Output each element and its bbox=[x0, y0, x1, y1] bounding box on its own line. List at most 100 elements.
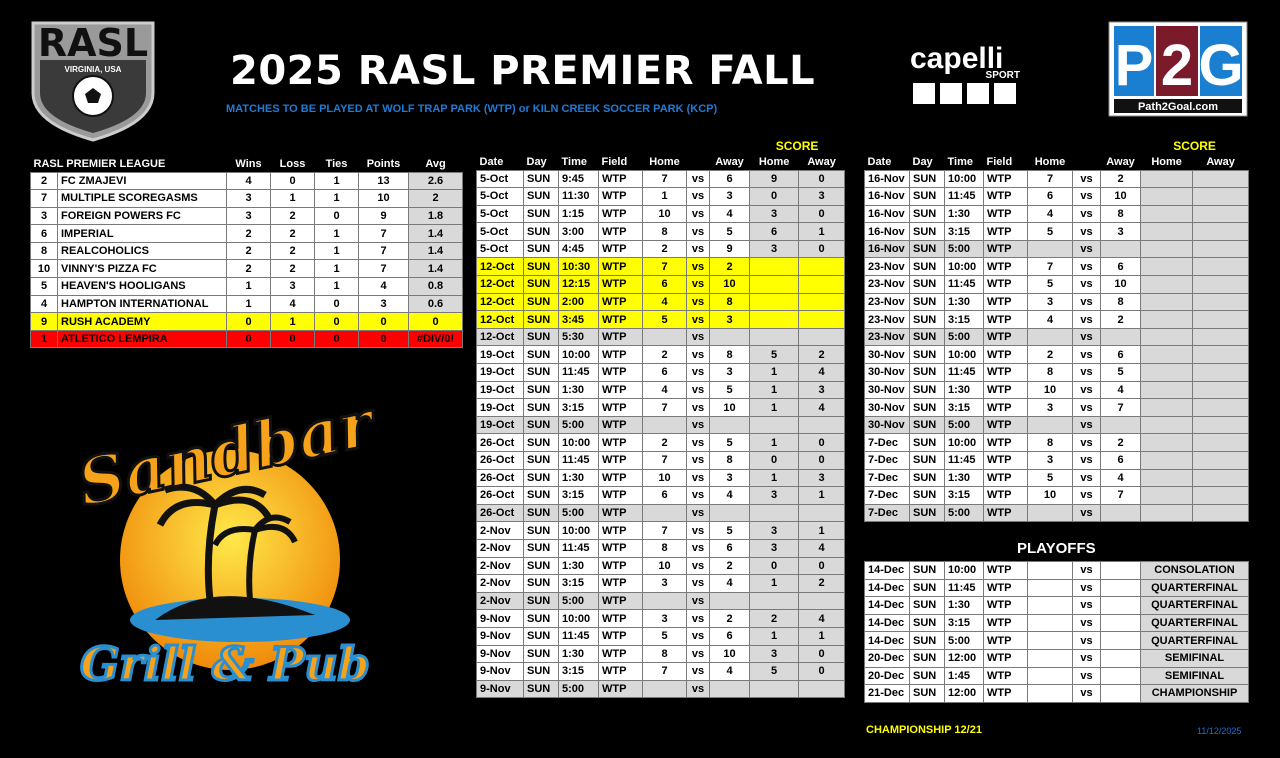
match-home: 10 bbox=[642, 556, 687, 576]
col-avg: Avg bbox=[425, 157, 446, 170]
match-field: WTP bbox=[983, 275, 1028, 294]
match-score-away bbox=[1192, 187, 1250, 206]
match-away bbox=[708, 679, 751, 699]
match-day: SUN bbox=[909, 468, 945, 488]
match-time: 10:00 bbox=[944, 257, 984, 277]
match-score-away: 3 bbox=[798, 468, 846, 488]
match-field: WTP bbox=[983, 380, 1028, 400]
match-row: 19-Oct SUN 1:30 WTP 4 vs 5 1 3 bbox=[476, 380, 846, 400]
match-home: 5 bbox=[1027, 468, 1073, 488]
match-away: 3 bbox=[1099, 222, 1142, 241]
playoff-away bbox=[1100, 666, 1141, 686]
match-row: 30-Nov SUN 11:45 WTP 8 vs 5 bbox=[864, 363, 1250, 382]
match-away: 3 bbox=[708, 468, 751, 488]
playoffs-table: 14-Dec SUN 10:00 WTP vs CONSOLATION 14-Dec SUN 1… bbox=[864, 561, 1249, 703]
match-field: WTP bbox=[983, 310, 1028, 329]
match-score-home bbox=[1140, 451, 1194, 470]
standings-loss: 1 bbox=[270, 312, 315, 331]
standings-rank: 6 bbox=[30, 224, 58, 243]
playoff-time: 12:00 bbox=[944, 684, 984, 703]
vs-label: vs bbox=[686, 574, 710, 593]
match-score-home bbox=[1140, 292, 1194, 312]
match-time: 1:30 bbox=[558, 556, 599, 576]
match-time: 2:00 bbox=[558, 292, 599, 312]
match-date: 5-Oct bbox=[476, 239, 524, 259]
match-date: 16-Nov bbox=[864, 187, 910, 206]
match-date: 30-Nov bbox=[864, 363, 910, 382]
match-day: SUN bbox=[523, 644, 559, 664]
playoff-field: WTP bbox=[983, 684, 1028, 703]
vs-label: vs bbox=[686, 380, 710, 400]
standings-row: 6 IMPERIAL 2 2 1 7 1.4 bbox=[30, 224, 463, 243]
match-score-home: 1 bbox=[749, 398, 800, 417]
match-field: WTP bbox=[598, 556, 643, 576]
match-field: WTP bbox=[598, 187, 643, 206]
match-field: WTP bbox=[598, 591, 643, 611]
col-score-away: Away bbox=[1206, 155, 1235, 168]
match-field: WTP bbox=[983, 503, 1028, 523]
match-score-away bbox=[798, 327, 846, 347]
match-row: 16-Nov SUN 3:15 WTP 5 vs 3 bbox=[864, 222, 1250, 241]
match-away: 2 bbox=[1099, 310, 1142, 329]
match-time: 3:45 bbox=[558, 310, 599, 329]
standings-ties: 0 bbox=[314, 312, 359, 331]
match-day: SUN bbox=[523, 345, 559, 365]
match-time: 5:00 bbox=[944, 327, 984, 347]
match-away: 6 bbox=[1099, 345, 1142, 365]
match-away: 8 bbox=[708, 345, 751, 365]
match-date: 26-Oct bbox=[476, 451, 524, 470]
match-field: WTP bbox=[598, 363, 643, 382]
standings-points: 0 bbox=[358, 312, 409, 331]
match-time: 1:30 bbox=[558, 468, 599, 488]
playoff-field: WTP bbox=[983, 666, 1028, 686]
standings-avg: 0.8 bbox=[408, 277, 463, 296]
p2g-logo: P 2 G Path2Goal.com bbox=[1108, 21, 1248, 117]
match-home: 6 bbox=[642, 486, 687, 505]
match-row: 9-Nov SUN 10:00 WTP 3 vs 2 2 4 bbox=[476, 609, 846, 628]
match-row: 5-Oct SUN 4:45 WTP 2 vs 9 3 0 bbox=[476, 239, 846, 259]
match-row: 2-Nov SUN 3:15 WTP 3 vs 4 1 2 bbox=[476, 574, 846, 593]
svg-text:P: P bbox=[1115, 33, 1154, 98]
standings-wins: 2 bbox=[226, 259, 271, 279]
match-row: 2-Nov SUN 1:30 WTP 10 vs 2 0 0 bbox=[476, 556, 846, 576]
match-field: WTP bbox=[598, 538, 643, 558]
match-score-home bbox=[1140, 327, 1194, 347]
match-score-home: 9 bbox=[749, 169, 800, 189]
col-date: Date bbox=[479, 155, 504, 168]
vs-label: vs bbox=[686, 327, 710, 347]
match-away: 5 bbox=[708, 380, 751, 400]
playoff-day: SUN bbox=[909, 684, 945, 703]
match-field: WTP bbox=[983, 327, 1028, 347]
match-date: 2-Nov bbox=[476, 521, 524, 540]
col-score-away: Away bbox=[807, 155, 836, 168]
rasl-logo: RASL VIRGINIA, USA bbox=[31, 21, 155, 142]
match-day: SUN bbox=[523, 292, 559, 312]
match-score-home: 1 bbox=[749, 433, 800, 452]
col-score-home: Home bbox=[758, 155, 790, 168]
match-score-away: 1 bbox=[798, 521, 846, 540]
match-home bbox=[1027, 503, 1073, 523]
match-day: SUN bbox=[523, 662, 559, 681]
match-score-away: 4 bbox=[798, 398, 846, 417]
match-field: WTP bbox=[983, 187, 1028, 206]
match-time: 1:30 bbox=[944, 292, 984, 312]
match-field: WTP bbox=[983, 222, 1028, 241]
match-score-home bbox=[749, 310, 800, 329]
match-away: 2 bbox=[1099, 169, 1142, 189]
match-row: 5-Oct SUN 3:00 WTP 8 vs 5 6 1 bbox=[476, 222, 846, 241]
match-score-home bbox=[749, 327, 800, 347]
match-away bbox=[708, 327, 751, 347]
match-score-away: 0 bbox=[798, 644, 846, 664]
vs-label: vs bbox=[1072, 578, 1101, 598]
vs-label: vs bbox=[1072, 451, 1101, 470]
match-time: 11:45 bbox=[558, 626, 599, 646]
match-day: SUN bbox=[909, 222, 945, 241]
playoff-day: SUN bbox=[909, 596, 945, 615]
playoff-home bbox=[1027, 561, 1073, 580]
match-date: 16-Nov bbox=[864, 204, 910, 224]
standings-table: RASL PREMIER LEAGUE Wins Loss Ties Point… bbox=[30, 156, 463, 349]
vs-label: vs bbox=[686, 345, 710, 365]
match-date: 23-Nov bbox=[864, 327, 910, 347]
match-date: 23-Nov bbox=[864, 310, 910, 329]
match-score-away: 4 bbox=[798, 609, 846, 628]
